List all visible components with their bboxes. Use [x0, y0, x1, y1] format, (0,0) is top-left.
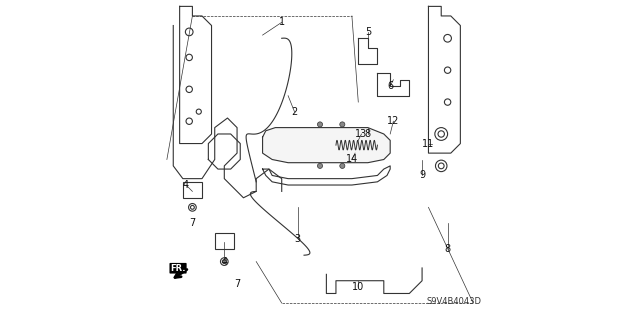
Circle shape — [340, 163, 345, 168]
Text: 9: 9 — [419, 170, 425, 181]
Text: 4: 4 — [183, 180, 189, 190]
Text: 2: 2 — [291, 107, 298, 117]
Polygon shape — [358, 38, 378, 64]
Circle shape — [317, 122, 323, 127]
Text: 7: 7 — [189, 218, 196, 228]
Text: 4: 4 — [221, 256, 227, 267]
Text: 3: 3 — [294, 234, 301, 244]
Text: 10: 10 — [352, 282, 364, 292]
Polygon shape — [378, 73, 410, 96]
Bar — [183, 182, 202, 198]
Text: 11: 11 — [422, 138, 435, 149]
Circle shape — [340, 122, 345, 127]
Text: S9V4B4043D: S9V4B4043D — [426, 297, 481, 306]
Polygon shape — [428, 6, 460, 153]
Text: 5: 5 — [365, 27, 371, 37]
Text: 14: 14 — [346, 154, 358, 165]
Polygon shape — [262, 128, 390, 163]
Text: 8: 8 — [365, 129, 371, 139]
Circle shape — [317, 163, 323, 168]
Polygon shape — [180, 6, 212, 144]
Text: 8: 8 — [445, 244, 451, 254]
Bar — [215, 233, 234, 249]
Text: 7: 7 — [234, 279, 240, 289]
Text: 12: 12 — [387, 116, 399, 126]
Text: FR.: FR. — [170, 264, 186, 273]
Text: 6: 6 — [387, 81, 393, 91]
Text: 13: 13 — [355, 129, 367, 139]
Text: 1: 1 — [278, 17, 285, 27]
